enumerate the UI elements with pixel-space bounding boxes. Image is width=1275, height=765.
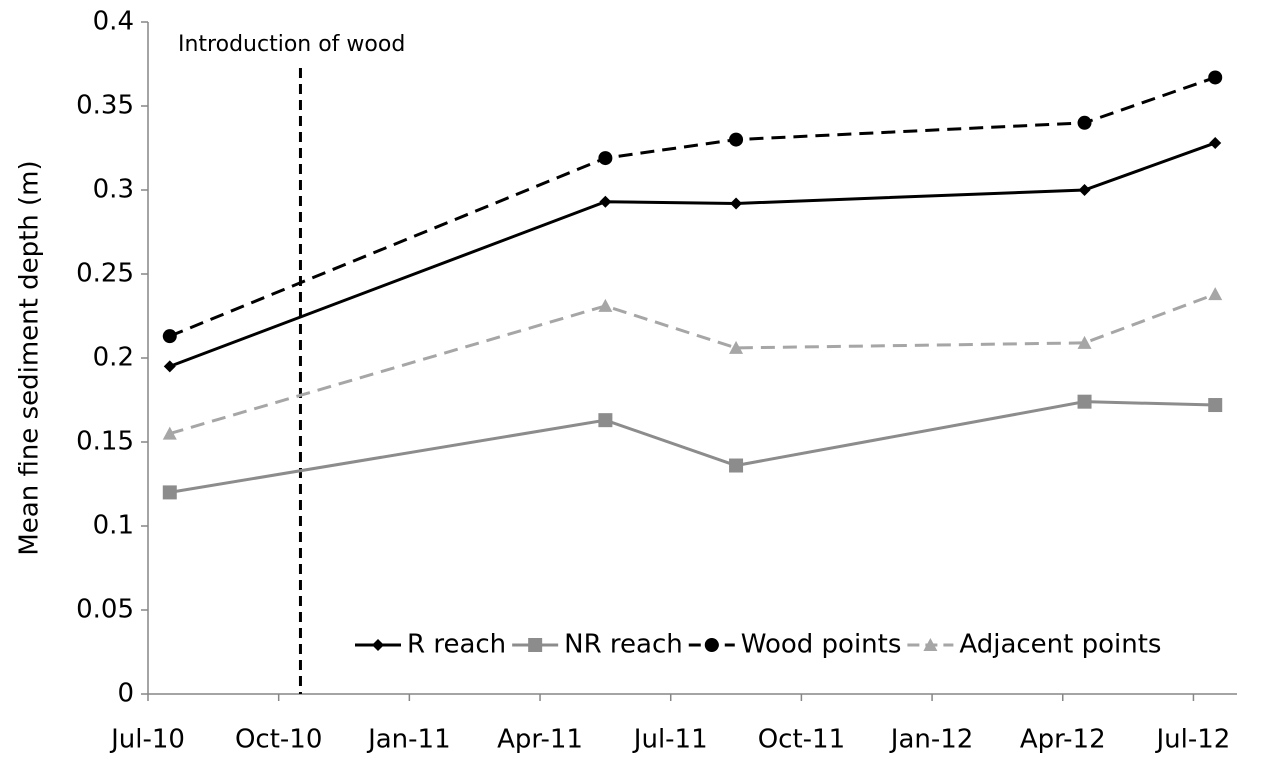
marker [598,413,613,428]
series-line [169,76,1216,338]
x-tick-label: Oct-10 [235,725,322,755]
y-tick-label: 0.4 [93,7,134,37]
y-tick-label: 0.35 [76,91,134,121]
marker [528,638,543,652]
series-line [169,141,1216,368]
legend-label: Adjacent points [959,630,1161,660]
y-tick-label: 0.3 [93,175,134,205]
legend-label: Wood points [741,630,902,660]
marker [729,132,744,147]
x-tick-label: Jan-12 [889,725,974,755]
legend-label: R reach [407,630,506,660]
y-tick-label: 0 [117,679,134,709]
marker [372,639,384,651]
y-tick-label: 0.25 [76,259,134,289]
marker [598,298,613,312]
marker [163,360,176,373]
marker [1208,70,1223,85]
x-tick-label: Oct-11 [758,725,845,755]
legend-label: NR reach [564,630,683,660]
marker [162,329,177,344]
marker [1077,394,1092,409]
marker [599,195,612,208]
series-line [169,292,1216,436]
x-tick-label: Apr-12 [1020,725,1106,755]
marker [1077,335,1092,349]
marker [729,458,744,473]
x-tick-label: Jul-12 [1155,725,1231,755]
marker [730,197,743,210]
marker [1208,287,1223,301]
x-tick-label: Apr-11 [497,725,583,755]
marker [162,485,177,500]
marker [729,340,744,354]
annotation-text: Introduction of wood [178,32,405,57]
marker [162,426,177,440]
x-tick-label: Jan-11 [366,725,451,755]
y-axis-label: Mean fine sediment depth (m) [15,160,45,555]
y-tick-label: 0.1 [93,511,134,541]
series-line [169,400,1216,494]
y-tick-label: 0.15 [76,427,134,457]
y-tick-label: 0.2 [93,343,134,373]
marker [1209,136,1222,149]
marker [1077,115,1092,130]
marker [923,638,938,651]
marker [1208,398,1223,413]
marker [598,151,613,166]
x-tick-label: Jul-10 [109,725,185,755]
x-tick-label: Jul-11 [632,725,708,755]
marker [704,638,719,652]
y-tick-label: 0.05 [76,595,134,625]
marker [1078,184,1091,196]
